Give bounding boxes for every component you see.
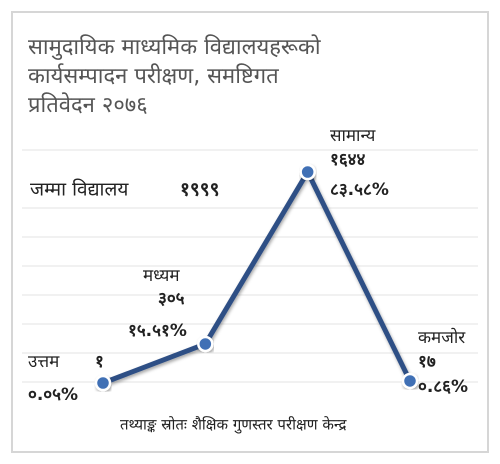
total-value: १९९९	[180, 179, 220, 201]
count-label: १	[95, 352, 104, 372]
rules	[22, 149, 478, 383]
category-label: उत्तम	[28, 352, 60, 372]
point	[197, 335, 214, 353]
source: तथ्याङ्क स्रोतः शैक्षिक गुणस्तर परीक्षण …	[120, 416, 347, 435]
category-label: कमजोर	[418, 327, 466, 348]
category-label: मध्यम	[143, 266, 180, 286]
count-label: १६४४	[330, 150, 366, 170]
value-label: ८३.५८%	[330, 180, 389, 200]
title-line: सामुदायिक माध्यमिक विद्यालयहरूको	[28, 34, 321, 60]
point	[94, 374, 112, 392]
title-line: कार्यसम्पादन परीक्षण, समष्टिगत	[28, 63, 279, 89]
line	[102, 169, 413, 386]
total-label: जम्मा विद्यालय	[30, 178, 129, 201]
title-line: प्रतिवेदन २०७६	[28, 92, 148, 118]
point	[299, 163, 316, 181]
count-label: ३०५	[158, 289, 185, 309]
category-label: सामान्य	[330, 126, 376, 146]
point	[401, 372, 419, 390]
count-label: १७	[418, 352, 436, 372]
value-label: १५.५१%	[128, 321, 187, 341]
value-label: ०.०५%	[28, 385, 78, 405]
value-label: ०.८६%	[418, 377, 468, 397]
